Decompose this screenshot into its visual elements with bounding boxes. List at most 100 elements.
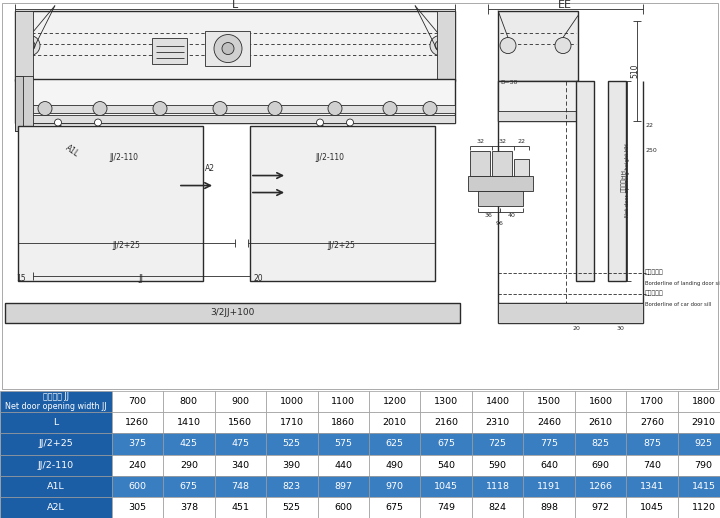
Text: 790: 790 — [695, 461, 713, 470]
Text: 1260: 1260 — [125, 419, 149, 427]
Bar — [215, 391, 266, 412]
Circle shape — [555, 37, 571, 53]
Bar — [575, 434, 626, 455]
Bar — [369, 497, 420, 518]
Bar — [266, 434, 318, 455]
Text: 1045: 1045 — [434, 482, 458, 491]
Bar — [492, 151, 512, 176]
Bar — [163, 434, 215, 455]
Text: 净开门高HH: 净开门高HH — [621, 169, 627, 192]
Text: 340: 340 — [231, 461, 249, 470]
Bar — [420, 434, 472, 455]
Text: 490: 490 — [386, 461, 404, 470]
Bar — [523, 412, 575, 434]
Text: Borderline of landing door sill: Borderline of landing door sill — [645, 281, 720, 286]
Text: 36: 36 — [484, 213, 492, 218]
Bar — [318, 434, 369, 455]
Bar — [0, 391, 112, 412]
Bar — [472, 476, 523, 497]
Bar — [112, 497, 163, 518]
Text: 540: 540 — [437, 461, 455, 470]
Bar — [420, 412, 472, 434]
Bar — [163, 455, 215, 476]
Circle shape — [435, 40, 445, 51]
Bar — [420, 455, 472, 476]
Circle shape — [500, 37, 516, 53]
Bar — [575, 391, 626, 412]
Bar — [318, 497, 369, 518]
Bar — [318, 391, 369, 412]
Bar — [514, 159, 529, 181]
Text: 1100: 1100 — [331, 397, 355, 406]
Text: 749: 749 — [437, 503, 455, 512]
Bar — [369, 455, 420, 476]
Text: 1045: 1045 — [640, 503, 664, 512]
Bar — [0, 476, 112, 497]
Bar — [266, 455, 318, 476]
Text: 824: 824 — [489, 503, 507, 512]
Bar — [472, 497, 523, 518]
Bar — [523, 497, 575, 518]
Bar — [575, 476, 626, 497]
Bar — [420, 497, 472, 518]
Bar — [163, 412, 215, 434]
Bar — [215, 497, 266, 518]
Bar — [678, 476, 720, 497]
Bar — [18, 125, 203, 281]
Bar — [369, 391, 420, 412]
Text: 625: 625 — [386, 439, 404, 449]
Bar — [523, 434, 575, 455]
Bar — [112, 455, 163, 476]
Text: 900: 900 — [231, 397, 249, 406]
Bar — [215, 434, 266, 455]
Text: A2: A2 — [205, 164, 215, 173]
Bar — [163, 497, 215, 518]
Text: 1600: 1600 — [589, 397, 613, 406]
Text: 305: 305 — [128, 503, 146, 512]
Text: 823: 823 — [283, 482, 301, 491]
Text: 510: 510 — [631, 63, 639, 78]
Text: 1120: 1120 — [692, 503, 716, 512]
Text: 740: 740 — [643, 461, 661, 470]
Bar — [152, 37, 187, 64]
Bar — [112, 391, 163, 412]
Text: 640: 640 — [540, 461, 558, 470]
Text: 475: 475 — [231, 439, 249, 449]
Text: 1266: 1266 — [589, 482, 613, 491]
Text: 898: 898 — [540, 503, 558, 512]
Bar — [0, 455, 112, 476]
Text: 748: 748 — [231, 482, 249, 491]
Bar — [5, 303, 460, 323]
Text: 725: 725 — [489, 439, 507, 449]
Text: JJ/2+25: JJ/2+25 — [38, 439, 73, 449]
Circle shape — [222, 42, 234, 54]
Text: 净开门宽 JJ
Net door opening width JJ: 净开门宽 JJ Net door opening width JJ — [5, 392, 107, 411]
Circle shape — [268, 102, 282, 116]
Bar — [215, 412, 266, 434]
Bar — [478, 191, 523, 206]
Text: 3/2JJ+100: 3/2JJ+100 — [210, 308, 254, 317]
Bar — [318, 455, 369, 476]
Circle shape — [346, 119, 354, 126]
Text: 675: 675 — [180, 482, 198, 491]
Text: Net door opening height HH: Net door opening height HH — [626, 143, 631, 218]
Bar — [678, 412, 720, 434]
Text: 825: 825 — [592, 439, 610, 449]
Text: JJ/2-110: JJ/2-110 — [37, 461, 74, 470]
Circle shape — [356, 167, 364, 174]
Bar — [266, 497, 318, 518]
Bar — [472, 455, 523, 476]
Circle shape — [25, 40, 35, 51]
Circle shape — [430, 36, 450, 55]
Text: 1400: 1400 — [486, 397, 510, 406]
Bar — [112, 434, 163, 455]
Text: 290: 290 — [180, 461, 198, 470]
Bar — [369, 476, 420, 497]
Text: 451: 451 — [231, 503, 249, 512]
Text: 700: 700 — [128, 397, 146, 406]
Bar — [472, 412, 523, 434]
Text: 15: 15 — [16, 274, 26, 283]
Text: JJ/2+25: JJ/2+25 — [327, 241, 355, 250]
Text: 1500: 1500 — [537, 397, 561, 406]
Text: JJ/2+25: JJ/2+25 — [112, 241, 140, 250]
